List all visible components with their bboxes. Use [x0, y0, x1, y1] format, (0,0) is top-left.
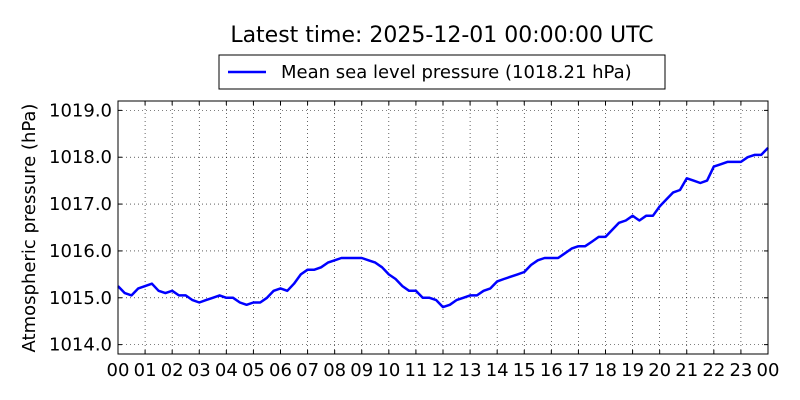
x-tick-label: 05 [242, 360, 265, 381]
x-tick-label: 17 [567, 360, 590, 381]
x-tick-label: 19 [621, 360, 644, 381]
x-tick-label: 09 [350, 360, 373, 381]
x-tick-label: 04 [215, 360, 238, 381]
x-tick-label: 00 [107, 360, 130, 381]
x-tick-label: 21 [675, 360, 698, 381]
x-tick-label: 20 [648, 360, 671, 381]
x-tick-label: 00 [757, 360, 780, 381]
chart-title: Latest time: 2025-12-01 00:00:00 UTC [230, 23, 653, 48]
legend: Mean sea level pressure (1018.21 hPa) [218, 54, 666, 90]
ticks: 00 01 02 03 04 05 06 07 08 09 10 11 12 13 14 15 16 17 18 19… [49, 100, 779, 381]
x-tick-label: 22 [702, 360, 725, 381]
y-tick-label: 1018.0 [49, 147, 112, 168]
x-tick-label: 03 [188, 360, 211, 381]
x-tick-label: 12 [432, 360, 455, 381]
x-tick-label: 16 [540, 360, 563, 381]
legend-box [218, 54, 666, 90]
x-tick-label: 18 [594, 360, 617, 381]
y-tick-label: 1015.0 [49, 288, 112, 309]
y-tick-label: 1019.0 [49, 100, 112, 121]
legend-series-label: Mean sea level pressure (1018.21 hPa) [281, 62, 632, 83]
x-tick-label: 07 [296, 360, 319, 381]
y-tick-label: 1016.0 [49, 241, 112, 262]
x-tick-label: 06 [269, 360, 292, 381]
x-tick-label: 11 [404, 360, 427, 381]
y-tick-label: 1014.0 [49, 335, 112, 356]
y-tick-label: 1017.0 [49, 194, 112, 215]
x-tick-label: 15 [513, 360, 536, 381]
x-tick-label: 08 [323, 360, 346, 381]
series-layer [117, 147, 769, 309]
pressure-series-line [117, 147, 769, 309]
plot-frame [117, 100, 769, 355]
x-tick-label: 10 [377, 360, 400, 381]
x-tick-label: 01 [134, 360, 157, 381]
x-tick-label: 02 [161, 360, 184, 381]
x-tick-label: 13 [459, 360, 482, 381]
x-tick-label: 23 [729, 360, 752, 381]
y-axis-label: Atmospheric pressure (hPa) [19, 104, 40, 353]
x-tick-label: 14 [486, 360, 509, 381]
